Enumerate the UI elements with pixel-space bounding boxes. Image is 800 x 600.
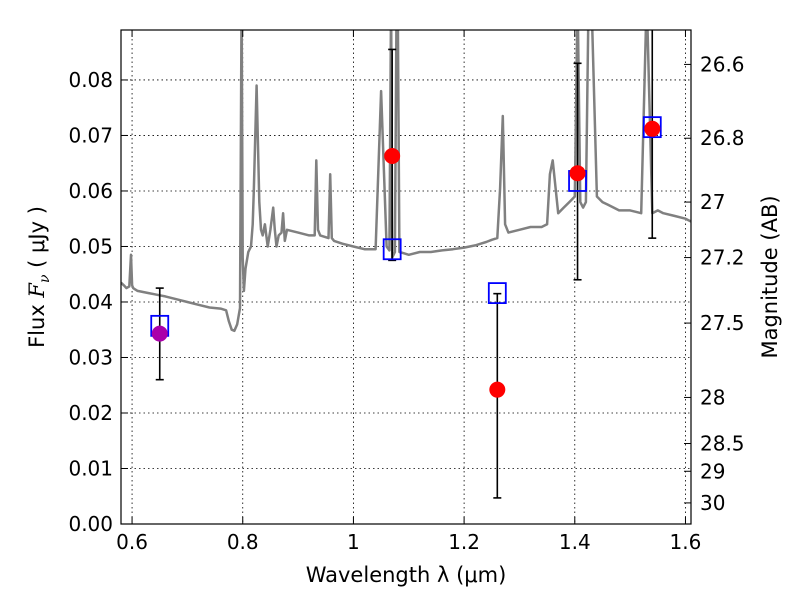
y2-tick-label: 27 <box>700 190 725 214</box>
plot-background <box>121 30 691 524</box>
spectrum-layer <box>121 30 691 333</box>
y-tick-label: 0.05 <box>68 234 113 258</box>
x-tick-label: 0.6 <box>116 530 148 554</box>
y2-tick-label: 26.8 <box>700 126 745 150</box>
model-box-marker <box>642 116 662 139</box>
y2-tick-label: 29 <box>700 459 725 483</box>
y2-tick-label: 27.2 <box>700 246 745 270</box>
x-tick-label: 1 <box>347 530 360 554</box>
x-tick-labels: 0.6 0.8 1 1.2 1.4 1.6 <box>116 530 701 554</box>
y-tick-label: 0.02 <box>68 401 113 425</box>
y-axis-label: Flux Fν ( μJy ) <box>25 206 53 348</box>
x-tick-label: 1.2 <box>448 530 480 554</box>
x-tick-label: 0.8 <box>227 530 259 554</box>
x-tick-label: 1.6 <box>670 530 702 554</box>
y2-tick-label: 26.6 <box>700 52 745 76</box>
model-boxes <box>150 116 662 337</box>
y-tick-label: 0.08 <box>68 68 113 92</box>
observed-point-marker <box>569 165 586 182</box>
y2-tick-labels: 26.6 26.8 27 27.2 27.5 28 28.5 29 30 <box>700 52 745 514</box>
spectrum-line <box>121 30 691 333</box>
y2-tick-label: 30 <box>700 491 725 515</box>
y-tick-label: 0.07 <box>68 123 113 147</box>
y2-tick-label: 28 <box>700 385 725 409</box>
y-tick-label: 0.00 <box>68 512 113 536</box>
x-tick-label: 1.4 <box>559 530 591 554</box>
axis-ticks <box>121 30 691 525</box>
model-box-marker <box>487 282 507 304</box>
observed-point-marker <box>151 325 168 342</box>
grid <box>121 30 691 524</box>
y2-axis-label: Magnitude (AB) <box>758 195 782 358</box>
observed-point-marker <box>489 381 506 398</box>
y-tick-labels: 0.00 0.01 0.02 0.03 0.04 0.05 0.06 0.07 0.08 <box>68 68 113 536</box>
y2-tick-label: 28.5 <box>700 432 745 456</box>
y-tick-label: 0.04 <box>68 290 113 314</box>
plot-frame <box>120 29 692 525</box>
model-box-marker <box>382 238 402 261</box>
y-tick-label: 0.06 <box>68 179 113 203</box>
y-tick-label: 0.03 <box>68 345 113 369</box>
x-axis-label: Wavelength λ (μm) <box>306 563 507 587</box>
y2-tick-label: 27.5 <box>700 311 745 335</box>
observed-points <box>151 120 661 398</box>
y-tick-label: 0.01 <box>68 456 113 480</box>
observed-point-marker <box>644 120 661 137</box>
observed-point-marker <box>384 147 401 164</box>
